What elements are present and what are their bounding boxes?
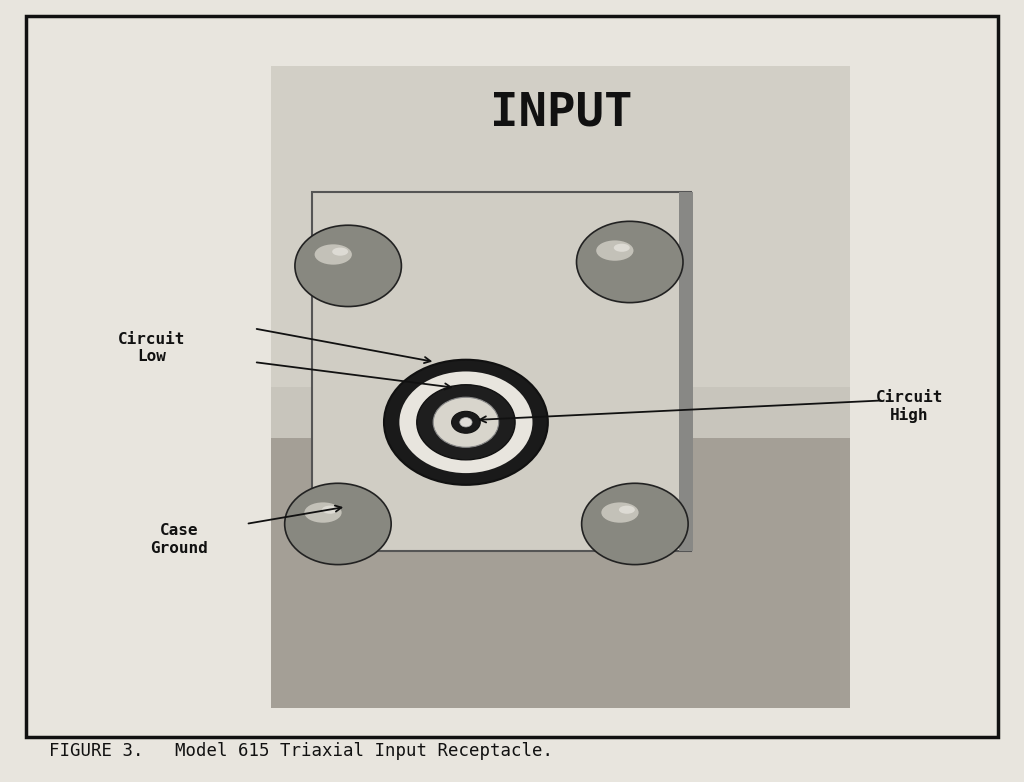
Bar [271, 66, 850, 387]
Text: Case
Ground: Case Ground [151, 523, 208, 556]
Text: FIGURE 3.   Model 615 Triaxial Input Receptacle.: FIGURE 3. Model 615 Triaxial Input Recep… [49, 741, 553, 760]
Ellipse shape [601, 502, 639, 522]
Text: Circuit
High: Circuit High [876, 390, 943, 423]
Ellipse shape [322, 506, 338, 514]
Text: INPUT: INPUT [489, 91, 633, 136]
Circle shape [433, 397, 499, 447]
Circle shape [460, 418, 472, 427]
Bar [312, 192, 691, 551]
Circle shape [399, 371, 532, 473]
Circle shape [295, 225, 401, 307]
Ellipse shape [332, 248, 348, 256]
Ellipse shape [613, 244, 630, 252]
Ellipse shape [304, 502, 342, 522]
Text: Circuit
Low: Circuit Low [118, 332, 185, 364]
Circle shape [285, 483, 391, 565]
Bar [271, 66, 850, 708]
Circle shape [384, 360, 548, 485]
Ellipse shape [596, 240, 634, 260]
Bar [679, 192, 693, 551]
Ellipse shape [314, 244, 352, 264]
Circle shape [452, 411, 480, 433]
Circle shape [577, 221, 683, 303]
Circle shape [582, 483, 688, 565]
Circle shape [417, 385, 515, 460]
Ellipse shape [618, 506, 635, 514]
Bar [271, 439, 850, 708]
